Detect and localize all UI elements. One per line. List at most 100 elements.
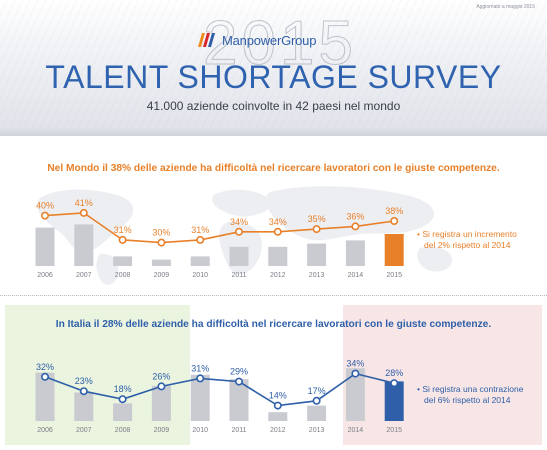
- data-label: 35%: [308, 214, 326, 224]
- bar-2006: [35, 227, 55, 266]
- data-label: 32%: [36, 362, 54, 372]
- series-line: [44, 372, 395, 407]
- data-point: [196, 374, 205, 383]
- year-label: 2013: [309, 427, 325, 434]
- world-map-icon: [37, 186, 452, 285]
- data-point: [118, 235, 127, 244]
- data-point: [312, 396, 321, 405]
- section-divider: [0, 295, 547, 296]
- year-label: 2008: [115, 427, 131, 434]
- data-label: 14%: [269, 391, 287, 401]
- data-point: [273, 401, 282, 410]
- data-point: [157, 238, 166, 247]
- world-note: • Si registra un incremento del 2% rispe…: [417, 229, 517, 251]
- bar-2012: [268, 412, 288, 421]
- bar-2015: [384, 234, 404, 266]
- data-label: 29%: [230, 367, 248, 377]
- bar-2014: [345, 368, 365, 421]
- series-line: [44, 212, 395, 244]
- data-label: 18%: [114, 384, 132, 394]
- watermark-year: 2015: [203, 9, 357, 79]
- year-label: 2006: [37, 427, 53, 434]
- data-point: [312, 225, 321, 234]
- year-label: 2012: [270, 272, 286, 279]
- data-point: [390, 217, 399, 226]
- year-label: 2011: [231, 427, 246, 434]
- bullet-icon: •: [417, 229, 420, 239]
- bullet-icon: •: [417, 384, 420, 394]
- data-point: [351, 369, 360, 378]
- year-label: 2007: [76, 427, 92, 434]
- italy-note-text1: Si registra una contrazione: [422, 384, 524, 394]
- year-label: 2011: [231, 272, 246, 279]
- bar-2007: [74, 224, 94, 266]
- bar-2010: [190, 374, 210, 421]
- year-label: 2013: [309, 272, 325, 279]
- bar-2009: [151, 385, 171, 421]
- italy-note: • Si registra una contrazione del 6% ris…: [417, 384, 523, 406]
- year-label: 2010: [192, 427, 208, 434]
- bar-2008: [113, 256, 133, 266]
- bar-2011: [229, 379, 249, 421]
- data-point: [40, 211, 49, 220]
- updated-date: Aggiornato a maggio 2015: [476, 4, 535, 10]
- manpower-logo-icon: [198, 33, 215, 47]
- year-label: 2014: [348, 272, 364, 279]
- data-label: 17%: [308, 386, 326, 396]
- italy-note-line1: • Si registra una contrazione: [417, 384, 523, 395]
- data-point: [79, 208, 88, 217]
- data-point: [351, 222, 360, 231]
- year-label: 2012: [270, 427, 286, 434]
- data-label: 34%: [230, 217, 248, 227]
- header-texture: [0, 0, 547, 136]
- data-label: 40%: [36, 201, 54, 211]
- header-divider: [0, 128, 547, 136]
- data-label: 30%: [152, 228, 170, 238]
- data-label: 28%: [385, 368, 403, 378]
- header-banner: [0, 0, 547, 136]
- page-subtitle: 41.000 aziende coinvolte in 42 paesi nel…: [146, 99, 401, 113]
- data-point: [79, 387, 88, 396]
- bar-2007: [74, 392, 94, 421]
- bar-2015: [384, 381, 404, 421]
- bar-2014: [345, 240, 365, 266]
- world-note-text2: del 2% rispetto al 2014: [424, 240, 511, 250]
- world-heading: Nel Mondo il 38% delle aziende ha diffic…: [0, 163, 547, 174]
- year-label: 2009: [154, 272, 170, 279]
- italy-note-line2: del 6% rispetto al 2014: [417, 395, 523, 406]
- data-point: [157, 382, 166, 391]
- data-label: 34%: [346, 359, 364, 369]
- data-label: 31%: [191, 225, 209, 235]
- italy-red-highlight: [343, 305, 542, 445]
- bar-2006: [35, 372, 55, 421]
- data-label: 38%: [385, 206, 403, 216]
- year-label: 2015: [386, 427, 402, 434]
- data-point: [235, 227, 244, 236]
- year-label: 2006: [37, 272, 53, 279]
- world-heading-rest: il 38% delle aziende ha difficoltà nel r…: [99, 163, 500, 174]
- bar-2008: [113, 403, 133, 421]
- data-label: 36%: [346, 211, 364, 221]
- data-label: 34%: [269, 217, 287, 227]
- bar-2013: [307, 405, 327, 421]
- year-label: 2014: [348, 427, 364, 434]
- data-point: [390, 379, 399, 388]
- bar-2010: [190, 256, 210, 266]
- year-label: 2008: [115, 272, 131, 279]
- world-heading-lead: Nel Mondo: [47, 163, 100, 174]
- world-note-line1: • Si registra un incremento: [417, 229, 517, 240]
- italy-heading: In Italia il 28% delle aziende ha diffic…: [55, 319, 492, 330]
- data-label: 41%: [75, 198, 93, 208]
- page-title: TALENT SHORTAGE SURVEY: [45, 59, 502, 95]
- year-label: 2007: [76, 272, 92, 279]
- italy-note-text2: del 6% rispetto al 2014: [424, 395, 511, 405]
- data-point: [235, 377, 244, 386]
- bar-2011: [229, 246, 249, 266]
- data-point: [273, 227, 282, 236]
- data-label: 26%: [152, 371, 170, 381]
- data-label: 31%: [114, 225, 132, 235]
- year-label: 2009: [154, 427, 170, 434]
